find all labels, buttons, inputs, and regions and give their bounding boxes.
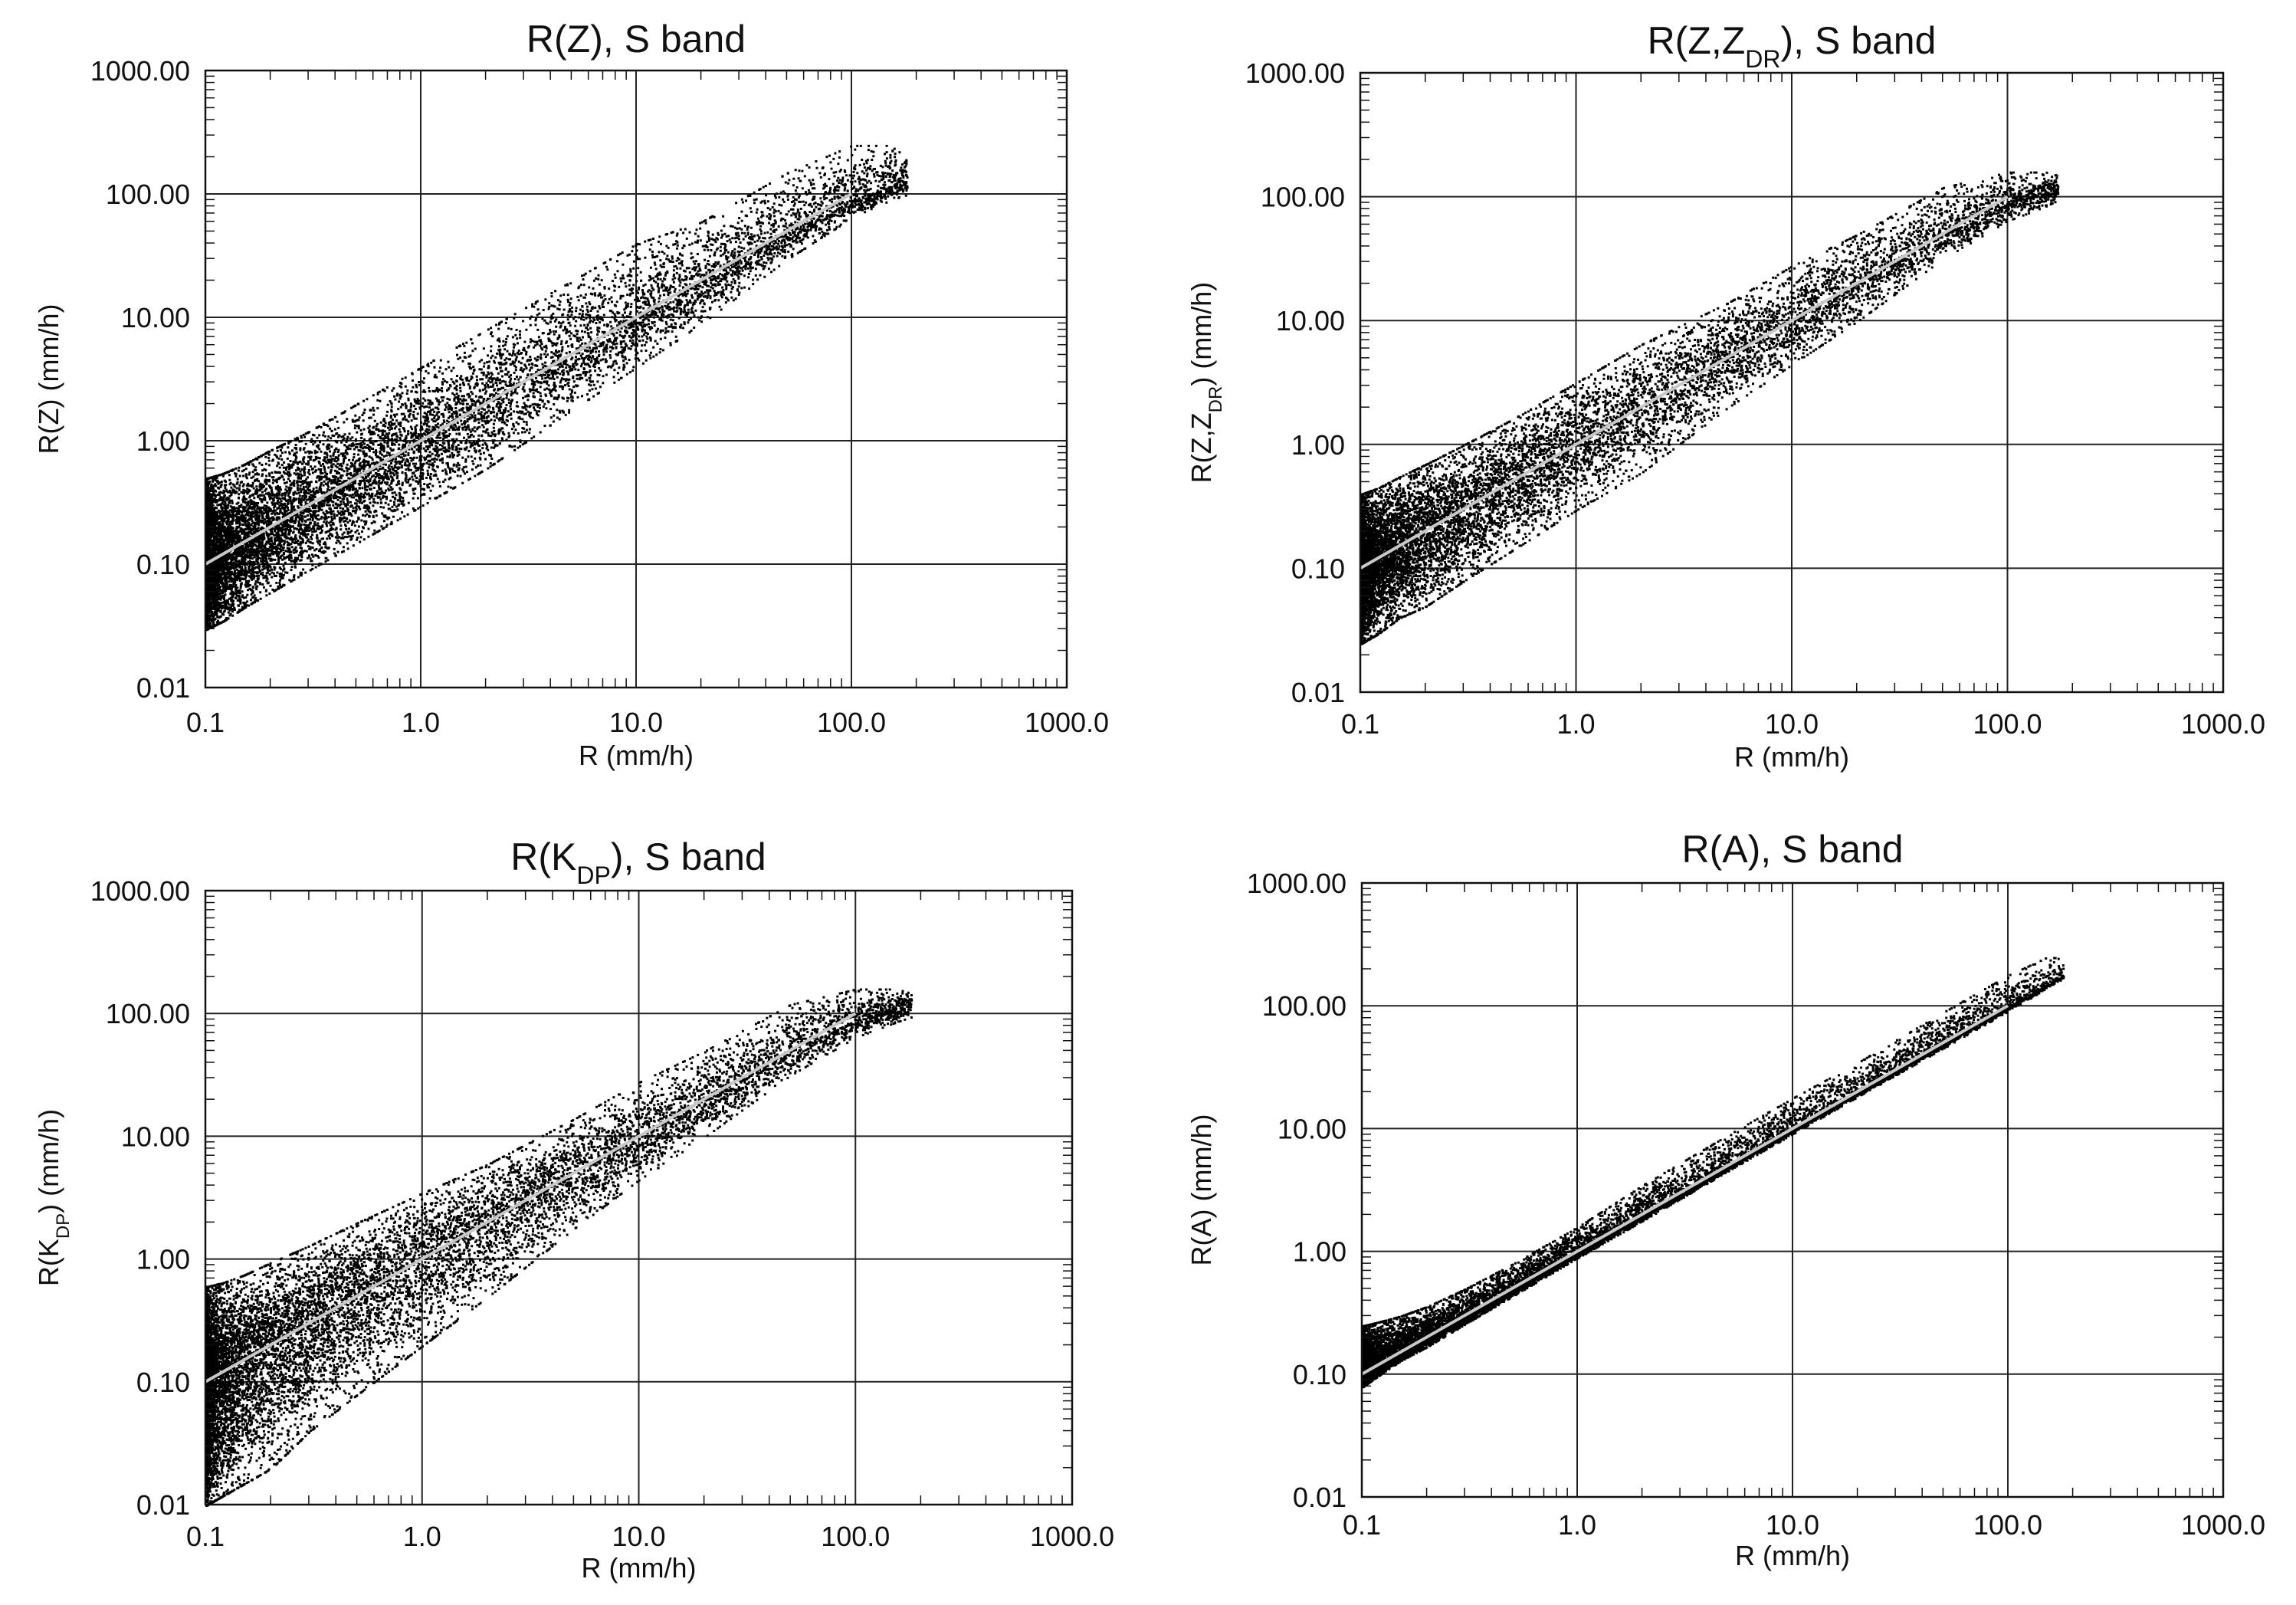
- x-tick-label: 1.0: [403, 1521, 441, 1552]
- x-tick-label: 100.0: [821, 1521, 890, 1552]
- y-tick-label: 0.10: [136, 549, 190, 580]
- x-tick-label: 0.1: [186, 1521, 225, 1552]
- plot-frame: [204, 69, 1068, 689]
- y-axis-label: R(KDP) (mm/h): [33, 1109, 74, 1286]
- x-tick-label: 0.1: [186, 707, 225, 738]
- scatter-points: [205, 144, 909, 632]
- y-tick-label: 1.00: [1293, 1236, 1346, 1268]
- y-tick-label: 0.10: [1293, 1359, 1346, 1390]
- y-tick-label: 100.00: [106, 998, 190, 1029]
- plot-frame: [204, 889, 1074, 1506]
- chart-panel-1: 0.1 1.0 10.0 100.0 1000.0 0.01 0.10 1.00 10.00 10…: [33, 18, 1109, 771]
- plot-frame: [1360, 881, 2225, 1498]
- x-tick-label: 1.0: [1556, 708, 1595, 740]
- y-tick-label: 1.00: [1291, 429, 1345, 461]
- y-tick-label: 100.00: [1262, 990, 1346, 1022]
- x-tick-label: 1000.0: [1030, 1521, 1114, 1552]
- y-tick-label: 1000.00: [90, 55, 190, 87]
- x-axis-label: R (mm/h): [582, 1552, 697, 1584]
- chart-panel-4: 0.1 1.0 10.0 100.0 1000.0 0.01 0.10 1.00 10.00 10…: [1186, 828, 2265, 1571]
- chart-title: R(Z), S band: [526, 18, 746, 61]
- y-tick-label: 1.00: [136, 425, 190, 457]
- x-tick-label: 10.0: [609, 707, 663, 738]
- y-tick-label: 10.00: [121, 1121, 190, 1152]
- x-tick-label: 0.1: [1341, 708, 1379, 740]
- one-to-one-line: [205, 1012, 857, 1383]
- x-tick-label: 100.0: [1973, 1509, 2042, 1541]
- y-axis-label: R(Z) (mm/h): [33, 304, 64, 455]
- y-tick-label: 1000.00: [1247, 868, 1346, 899]
- y-tick-label: 1000.00: [1245, 57, 1345, 89]
- x-tick-label: 1000.0: [2181, 708, 2265, 740]
- y-tick-label: 1.00: [136, 1244, 190, 1275]
- x-tick-label: 1000.0: [1025, 707, 1109, 738]
- y-tick-label: 1000.00: [90, 875, 190, 907]
- x-tick-label: 1000.0: [2181, 1509, 2265, 1541]
- y-tick-label: 100.00: [106, 179, 190, 210]
- x-axis-label: R (mm/h): [1735, 1540, 1850, 1571]
- x-tick-label: 0.1: [1343, 1509, 1381, 1541]
- y-tick-label: 10.00: [1278, 1113, 1346, 1144]
- y-tick-label: 0.01: [1291, 677, 1345, 708]
- x-tick-label: 100.0: [1973, 708, 2042, 740]
- x-tick-label: 10.0: [1766, 1509, 1819, 1541]
- x-tick-label: 10.0: [612, 1521, 665, 1552]
- one-to-one-line: [205, 192, 852, 566]
- one-to-one-line: [1360, 195, 2009, 570]
- chart-title: R(Z,ZDR), S band: [1648, 19, 1937, 73]
- x-tick-label: 1.0: [1558, 1509, 1596, 1541]
- scatter-points: [205, 988, 913, 1507]
- x-tick-label: 10.0: [1765, 708, 1819, 740]
- y-tick-label: 100.00: [1261, 182, 1345, 213]
- y-tick-label: 0.10: [136, 1367, 190, 1398]
- y-axis-label: R(Z,ZDR) (mm/h): [1186, 282, 1226, 484]
- chart-title: R(A), S band: [1681, 828, 1903, 871]
- y-tick-label: 0.01: [1293, 1482, 1346, 1513]
- x-tick-label: 100.0: [817, 707, 886, 738]
- chart-panel-2: 0.1 1.0 10.0 100.0 1000.0 0.01 0.10 1.00 10.00 10…: [1186, 19, 2265, 773]
- x-tick-label: 1.0: [402, 707, 440, 738]
- y-axis-label: R(A) (mm/h): [1186, 1114, 1217, 1266]
- x-axis-label: R (mm/h): [1734, 741, 1849, 773]
- plot-frame: [1359, 71, 2225, 694]
- y-tick-label: 0.10: [1291, 553, 1345, 584]
- x-axis-label: R (mm/h): [579, 740, 694, 771]
- y-tick-label: 10.00: [121, 302, 190, 333]
- y-tick-label: 0.01: [136, 672, 190, 704]
- y-tick-label: 0.01: [136, 1489, 190, 1521]
- chart-panel-3: 0.1 1.0 10.0 100.0 1000.0 0.01 0.10 1.00 10.00 10…: [33, 835, 1114, 1584]
- scatter-points: [1360, 171, 2060, 645]
- one-to-one-line: [1361, 1004, 2009, 1376]
- y-tick-label: 10.00: [1276, 305, 1345, 336]
- chart-title: R(KDP), S band: [510, 835, 766, 889]
